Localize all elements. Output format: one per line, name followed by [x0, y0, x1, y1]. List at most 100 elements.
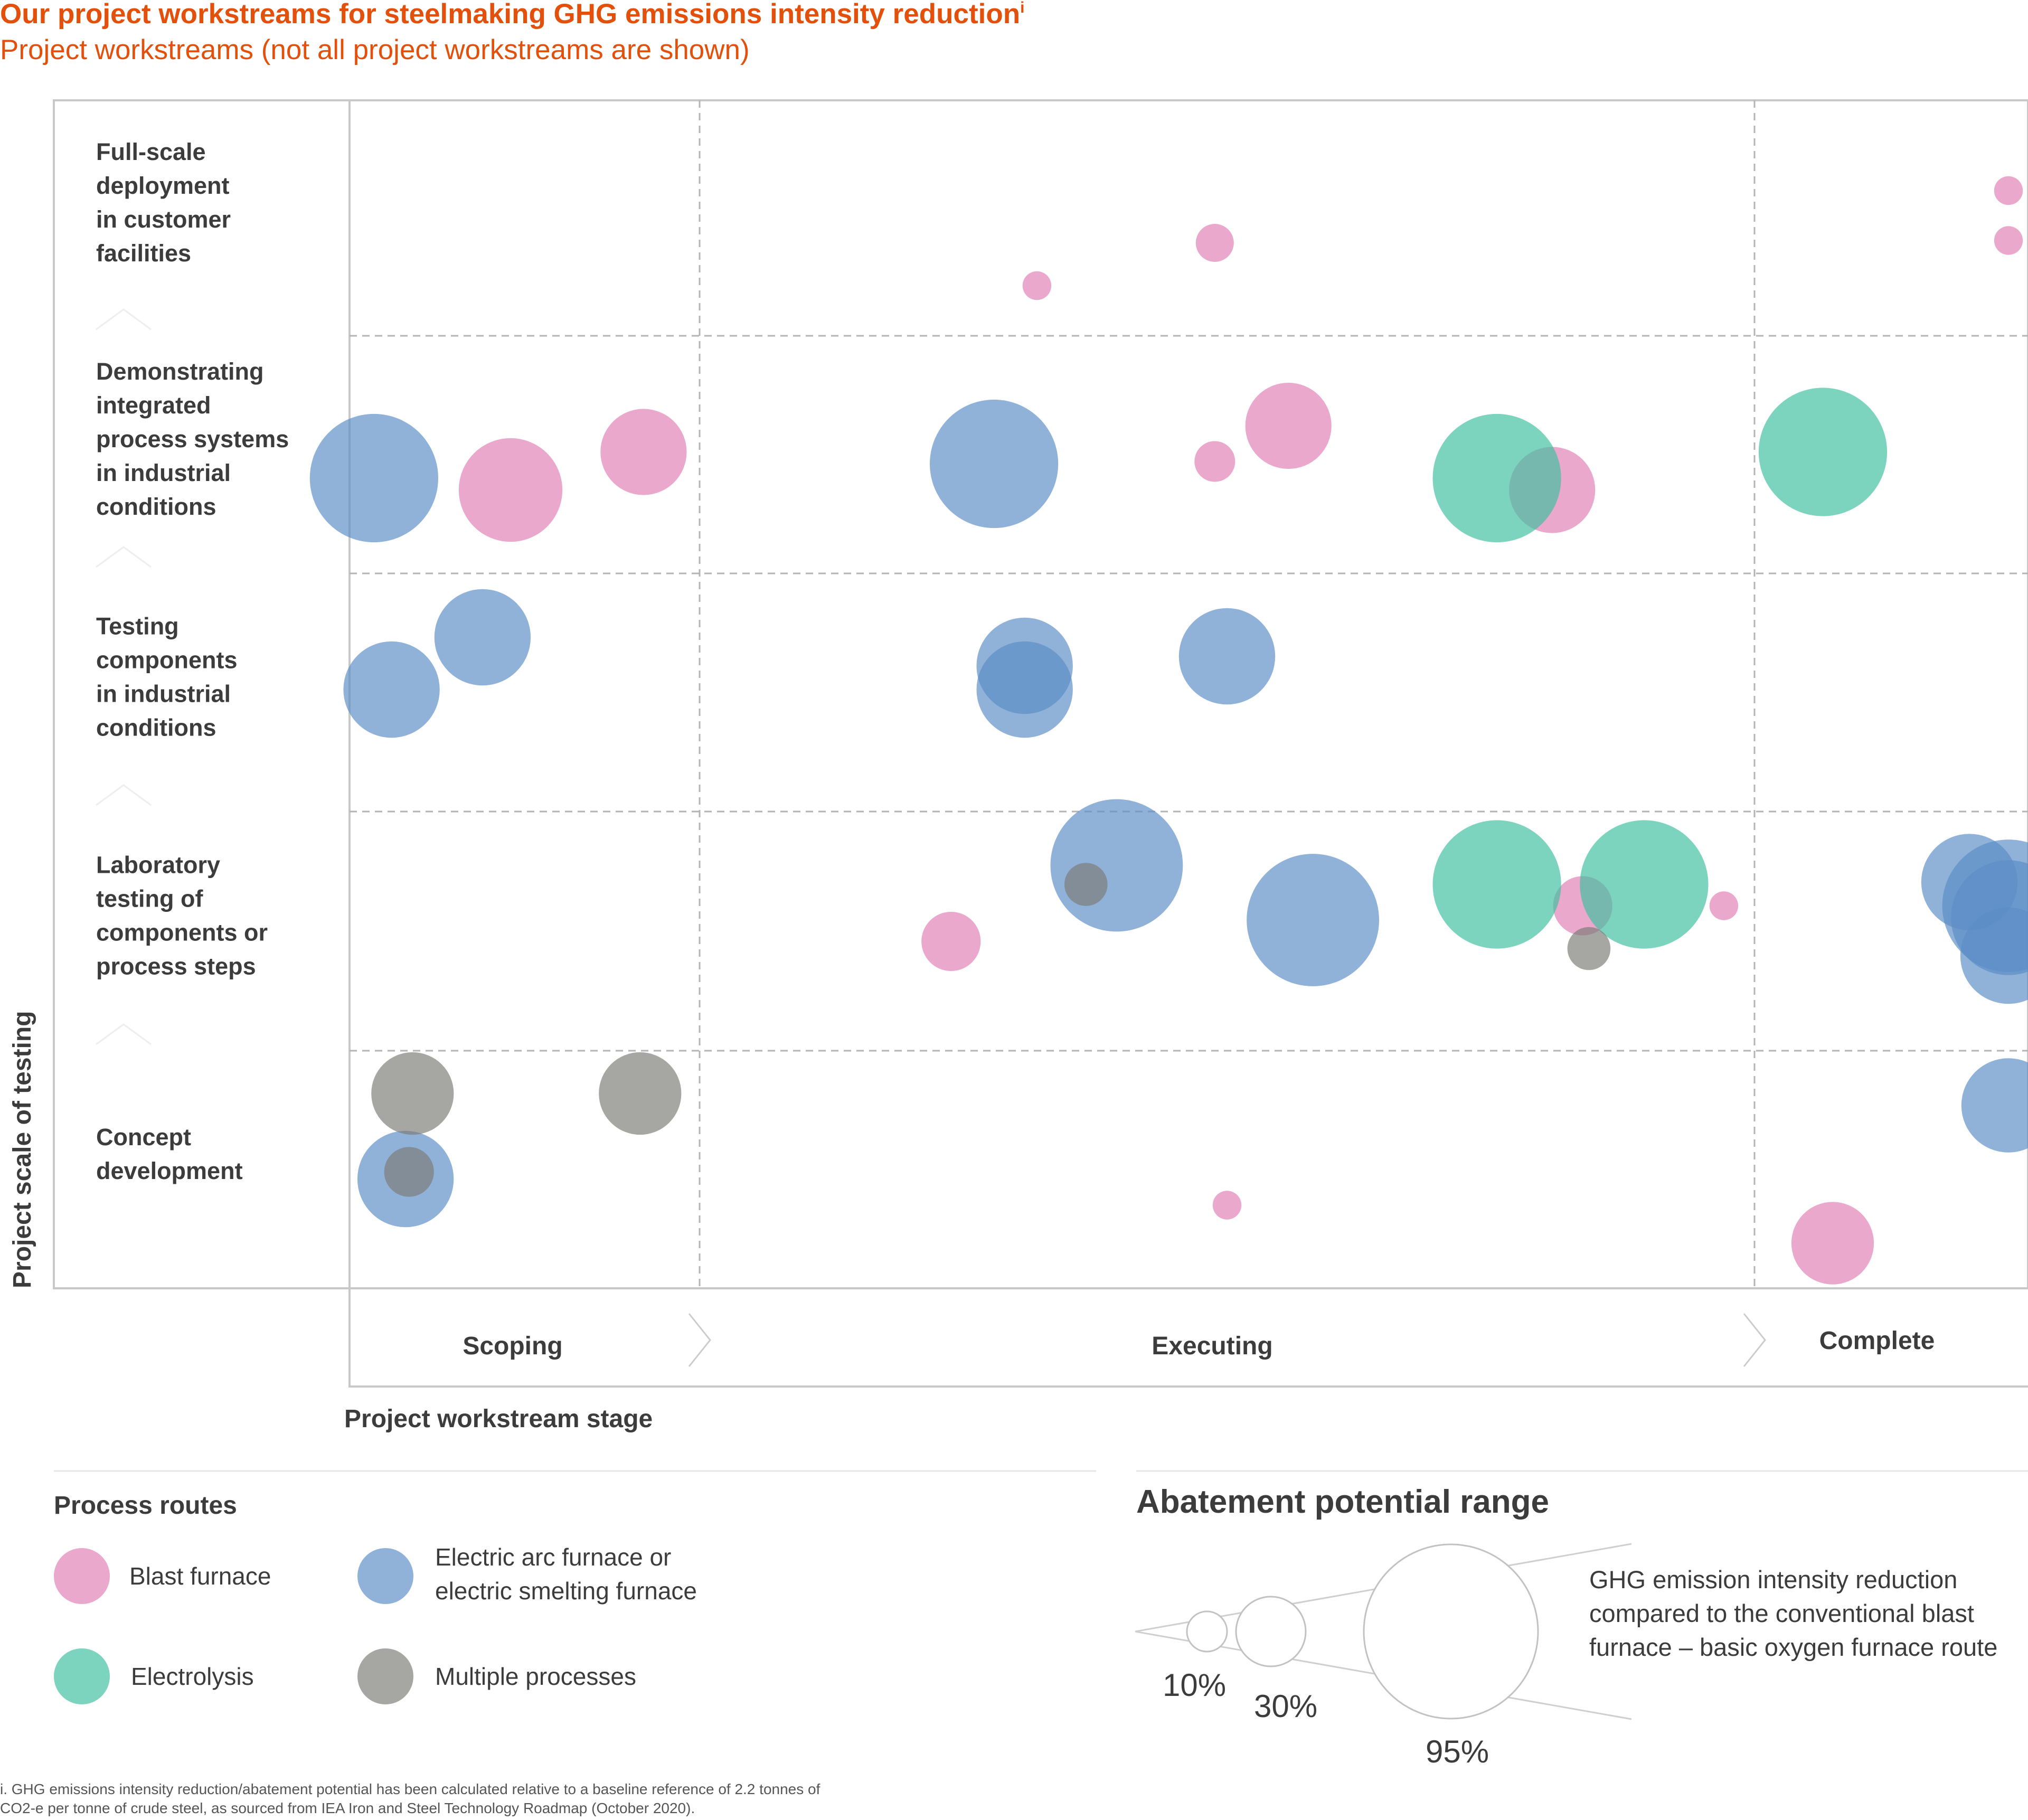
bubble-blast-furnace-2 [1195, 224, 1234, 262]
stage-chevron-1 [688, 1313, 711, 1367]
y-category-label-line: facilities [96, 240, 191, 267]
stage-label-executing: Executing [1152, 1332, 1272, 1360]
abatement-description-line: GHG emission intensity reduction [1589, 1566, 1957, 1593]
bubble-eaf-4 [434, 589, 531, 686]
bubble-eaf-7 [1178, 608, 1276, 705]
bubble-layer [309, 176, 2028, 1285]
row-separator-chevron [96, 784, 152, 806]
abatement-size-95 [1363, 1543, 1539, 1720]
x-axis-title: Project workstream stage [344, 1405, 653, 1433]
y-category-label: Concept development [96, 1124, 243, 1184]
abatement-label-30: 30% [1254, 1689, 1317, 1724]
y-category-label-line: in industrial [96, 459, 231, 486]
bubble-blast-furnace-3 [1994, 176, 2023, 205]
y-category-label-line: Testing [96, 613, 179, 640]
bubble-electrolysis-2 [1758, 388, 1888, 516]
legend-swatch-blast-furnace [54, 1548, 110, 1604]
stage-bar: Scoping Executing Complete [348, 1288, 2028, 1388]
abatement-size-key: 10% 30% 95% [1135, 1543, 1632, 1769]
abatement-label-10: 10% [1163, 1667, 1226, 1703]
legend-swatch-multiple [357, 1648, 413, 1704]
abatement-description-line: furnace – basic oxygen furnace route [1589, 1633, 1997, 1661]
legend-swatch-electrolysis [54, 1648, 110, 1704]
y-category-label-line: Concept [96, 1124, 191, 1151]
bubble-blast-furnace-7 [600, 409, 687, 495]
y-category-label: Full-scale deployment in customer facilitie… [96, 138, 231, 267]
bubble-blast-furnace-10 [921, 911, 981, 972]
bubble-eaf-2 [930, 399, 1059, 529]
bubble-blast-furnace-13 [1212, 1191, 1242, 1220]
bubble-multiple-3 [384, 1147, 434, 1197]
bubble-eaf-3 [343, 641, 440, 738]
bubble-blast-furnace-4 [1994, 226, 2023, 255]
footnote: i. GHG emissions intensity reduction/aba… [0, 1781, 820, 1816]
footnote-line: i. GHG emissions intensity reduction/aba… [0, 1781, 820, 1797]
abatement-size-10 [1186, 1610, 1228, 1653]
y-category-label-line: testing of [96, 885, 203, 912]
legend-label: Electric arc furnace or [435, 1543, 671, 1571]
bubble-blast-furnace-5 [1194, 441, 1235, 482]
bubble-blast-furnace-14 [1791, 1202, 1874, 1285]
legend: Blast furnace Electric arc furnace or elec… [54, 1543, 697, 1704]
y-category-label-line: deployment [96, 172, 230, 199]
bubble-electrolysis-4 [1580, 820, 1709, 949]
legend-title: Process routes [54, 1492, 237, 1520]
bubble-blast-furnace-1 [1022, 271, 1052, 300]
y-axis-title: Project scale of testing [8, 1011, 36, 1289]
bubble-blast-furnace-8 [1245, 382, 1332, 469]
y-category-label-line: components [96, 647, 238, 674]
legend-label: electric smelting furnace [435, 1577, 697, 1605]
abatement-description-line: compared to the conventional blast [1589, 1599, 1974, 1627]
abatement-title: Abatement potential range [1136, 1484, 1549, 1520]
bubble-eaf-14 [1961, 1058, 2028, 1153]
stage-label-complete: Complete [1819, 1327, 1935, 1355]
y-category-labels: Full-scale deployment in customer facilitie… [96, 138, 289, 1184]
stage-label-scoping: Scoping [463, 1332, 562, 1360]
bubble-multiple-1 [371, 1052, 454, 1135]
y-category-label-line: conditions [96, 493, 216, 520]
bubble-eaf-8 [1050, 799, 1183, 932]
bubble-blast-furnace-12 [1709, 891, 1739, 920]
bubble-electrolysis-1 [1432, 413, 1561, 543]
y-category-label-line: components or [96, 919, 268, 946]
row-separator-chevron [96, 1023, 152, 1045]
y-category-label: Demonstrating integrated process systems in… [96, 358, 289, 520]
y-category-label-line: in industrial [96, 681, 231, 708]
bubble-eaf-6 [976, 641, 1073, 738]
chart-subtitle: Project workstreams (not all project wor… [0, 34, 750, 65]
bubble-blast-furnace-6 [458, 438, 563, 542]
bubble-eaf-13 [1960, 907, 2028, 1004]
y-category-label-line: Full-scale [96, 138, 206, 165]
bubble-eaf-1 [309, 413, 439, 543]
y-category-label-line: in customer [96, 206, 231, 233]
y-category-label: Testing components in industrial conditions [96, 613, 238, 741]
plot-grid [53, 99, 2028, 1289]
y-category-label-line: conditions [96, 714, 216, 741]
bubble-multiple-4 [1064, 863, 1108, 906]
y-category-label-line: process steps [96, 953, 256, 980]
bubble-multiple-2 [599, 1052, 682, 1135]
plot-frame [53, 99, 2028, 1289]
y-category-label-line: process systems [96, 426, 289, 452]
legend-label: Multiple processes [435, 1663, 636, 1690]
y-category-label-line: integrated [96, 392, 211, 419]
chart-title: Our project workstreams for steelmaking … [0, 0, 1024, 30]
y-category-label-line: Demonstrating [96, 358, 264, 385]
bubble-eaf-9 [1247, 854, 1380, 986]
y-category-label: Laboratory testing of components or process… [96, 852, 268, 980]
bubble-multiple-5 [1567, 927, 1611, 970]
legend-label: Electrolysis [131, 1663, 254, 1690]
stage-chevron-2 [1743, 1313, 1766, 1367]
footnote-line: CO2-e per tonne of crude steel, as sourc… [0, 1800, 695, 1816]
legend-swatch-eaf [357, 1548, 413, 1604]
chart-title-text: Our project workstreams for steelmaking … [0, 0, 1020, 30]
chart-title-superscript: i [1020, 0, 1024, 16]
abatement-size-30 [1235, 1596, 1307, 1667]
abatement-description: GHG emission intensity reduction compared… [1589, 1566, 1997, 1661]
abatement-label-95: 95% [1426, 1734, 1489, 1769]
y-category-label-line: Laboratory [96, 852, 220, 879]
bubble-electrolysis-3 [1432, 820, 1561, 949]
y-category-label-line: development [96, 1157, 243, 1184]
row-separator-chevron [96, 546, 152, 568]
